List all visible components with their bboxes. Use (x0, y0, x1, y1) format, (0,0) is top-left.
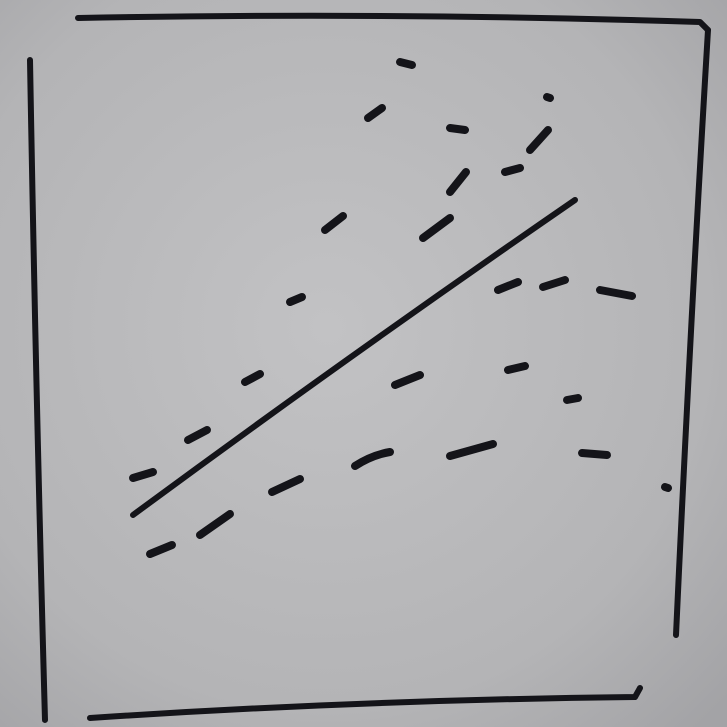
frame-top (75, 12, 711, 33)
dash (184, 426, 211, 444)
dash (129, 468, 157, 482)
dash (321, 212, 347, 234)
dash (446, 168, 470, 196)
dash (446, 124, 469, 134)
dash (419, 214, 454, 242)
dash (526, 126, 552, 154)
dash (396, 58, 416, 69)
dash (501, 164, 524, 176)
frame (27, 12, 711, 723)
dash (268, 475, 304, 496)
dash (543, 93, 554, 102)
frame-bottom (87, 685, 643, 721)
trend-line (130, 197, 578, 518)
dashes (129, 58, 672, 558)
dash (351, 448, 394, 470)
dash (286, 293, 306, 306)
dash (578, 449, 611, 459)
frame-left (27, 57, 48, 723)
dash (596, 286, 636, 300)
dash (539, 276, 569, 291)
dash (494, 278, 522, 294)
dash (391, 371, 424, 389)
dash (364, 104, 386, 122)
dash (146, 541, 176, 558)
dash (661, 483, 672, 492)
dash (196, 510, 234, 539)
dash (563, 394, 582, 404)
dash (504, 362, 529, 374)
dash (241, 370, 264, 386)
dash (446, 440, 497, 460)
frame-right (673, 27, 711, 638)
